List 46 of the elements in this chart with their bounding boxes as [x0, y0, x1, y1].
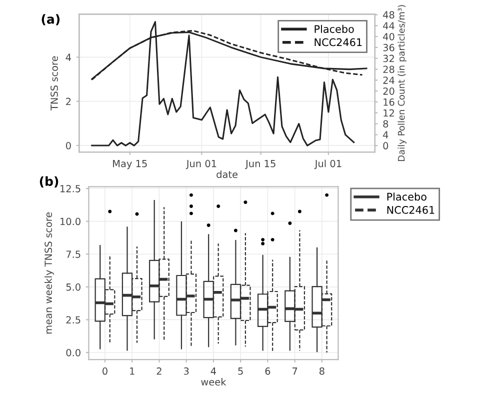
- x-tick-label: 5: [238, 368, 243, 375]
- y2-tick-label: 4: [383, 131, 388, 138]
- legend-label: NCC2461: [387, 206, 434, 214]
- y2-tick-label: 12: [384, 109, 394, 117]
- y-axis-title: TNSS score: [50, 56, 58, 111]
- y-tick-label: 2.5: [66, 316, 80, 324]
- x-tick-label: 2: [156, 367, 162, 375]
- x-tick-label: 0: [102, 367, 108, 375]
- y-tick-label: 12.5: [60, 184, 80, 192]
- y-tick-label: 7.5: [66, 250, 80, 258]
- y2-tick-label: 32: [383, 54, 394, 62]
- x-axis-title: date: [216, 170, 238, 178]
- y2-tick-label: 28: [383, 66, 394, 74]
- x-tick-label: 6: [265, 367, 270, 375]
- x-axis-title: week: [201, 378, 226, 386]
- y2-tick-label: 20: [383, 88, 394, 95]
- y2-tick-label: 0: [383, 142, 388, 150]
- y2-tick-label: 24: [383, 76, 394, 84]
- y-tick-label: 4: [66, 54, 71, 61]
- legend-label: NCC2461: [314, 38, 362, 46]
- x-tick-label: Jun 01: [186, 160, 216, 170]
- legend-label: Placebo: [387, 192, 426, 201]
- y2-tick-label: 36: [383, 44, 394, 52]
- x-tick-label: Jun 15: [245, 160, 276, 170]
- y-axis-title: mean weekly TNSS score: [44, 212, 54, 334]
- y-tick-label: 2: [66, 98, 71, 106]
- y-tick-label: 0: [66, 142, 71, 150]
- y2-tick-label: 48: [383, 11, 394, 19]
- x-tick-label: May 15: [113, 160, 147, 170]
- y-tick-label: 5.0: [66, 283, 80, 291]
- y2-tick-label: 44: [383, 22, 394, 30]
- y2-tick-label: 40: [383, 32, 394, 40]
- chart-title: (b): [40, 176, 58, 188]
- x-tick-label: Jul 01: [314, 160, 342, 170]
- y-tick-label: 0.0: [66, 348, 80, 356]
- y2-tick-label: 16: [384, 98, 394, 106]
- x-tick-label: 7: [292, 368, 298, 375]
- x-tick-label: 8: [319, 367, 324, 375]
- y-tick-label: 10.0: [60, 218, 80, 226]
- x-tick-label: 4: [210, 368, 216, 375]
- x-tick-label: 3: [184, 367, 189, 375]
- y2-tick-label: 8: [383, 120, 388, 128]
- x-tick-label: 1: [130, 368, 134, 375]
- y2-axis-title: Daily Pollen Count (in particles/m³): [398, 5, 406, 162]
- legend-label: Placebo: [314, 24, 354, 33]
- chart-title: (a): [42, 14, 60, 26]
